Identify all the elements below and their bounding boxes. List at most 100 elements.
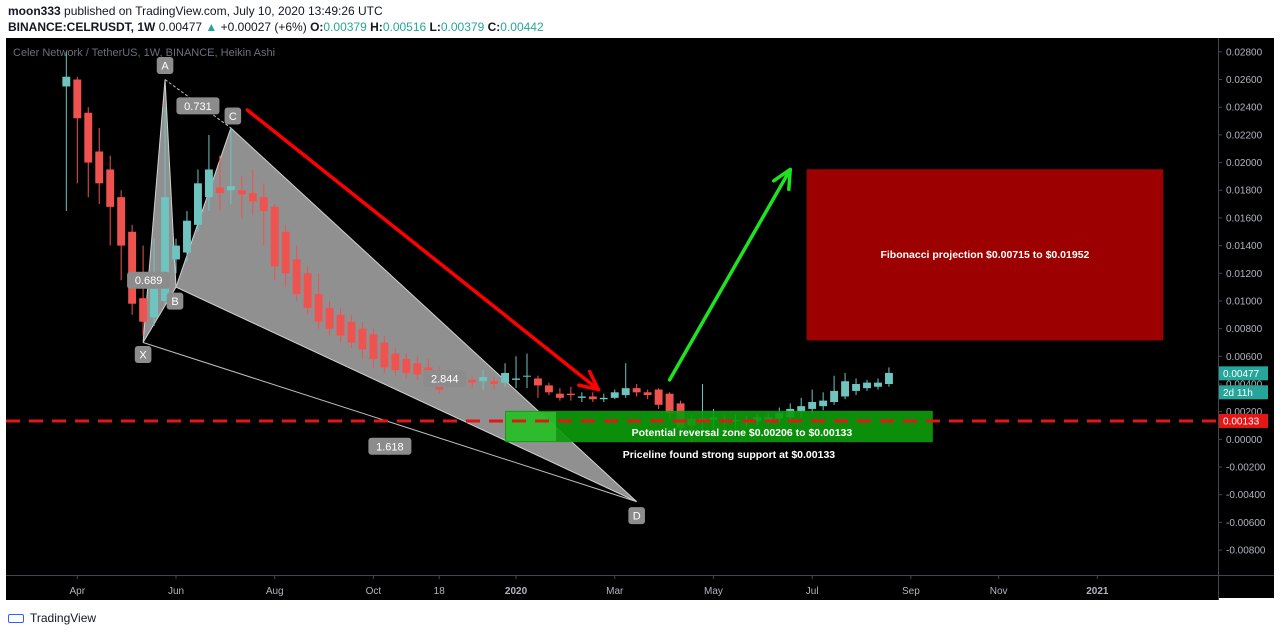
up-arrow-shaft	[667, 167, 792, 382]
y-tick-label: 0.02400	[1226, 103, 1263, 114]
candle-body	[358, 328, 367, 350]
ratio-label: 2.844	[431, 373, 459, 385]
arrows-layer	[245, 108, 792, 392]
ratio-label: 0.731	[184, 101, 212, 113]
chart-title: Celer Network / TetherUS, 1W, BINANCE, H…	[13, 47, 275, 59]
y-tick-label: 0.01600	[1226, 213, 1263, 224]
candle-body	[544, 385, 553, 393]
candle-body	[632, 388, 641, 393]
brand-name: TradingView	[30, 611, 97, 625]
symbol-line: BINANCE:CELRUSDT, 1W 0.00477 ▲ +0.00027 …	[8, 20, 544, 34]
fib-projection-box	[806, 169, 1164, 341]
candle-body	[402, 359, 411, 373]
y-tick-label: 0.00200	[1226, 407, 1263, 418]
candle-body	[73, 79, 82, 119]
last-price: 0.00477	[158, 20, 203, 34]
price-tag-box	[1219, 413, 1268, 428]
y-tick-label: 0.00400	[1226, 380, 1263, 391]
x-tick-label: Sep	[902, 586, 920, 597]
candle-body	[391, 353, 400, 371]
point-label-a: A	[161, 61, 169, 73]
candle-body	[347, 321, 356, 343]
point-label-c: C	[229, 111, 237, 123]
candle-body	[139, 298, 148, 322]
candle-body	[270, 206, 279, 267]
x-tick-label: 2020	[505, 586, 528, 597]
candle-body	[555, 393, 564, 398]
price-tag-box	[1219, 385, 1268, 400]
point-label-b-box	[166, 292, 184, 310]
candle-body	[599, 397, 608, 400]
candle-body	[512, 378, 520, 380]
candle-body	[95, 151, 104, 184]
x-tick-label: May	[704, 586, 723, 597]
candle-body	[215, 187, 224, 194]
candle-body	[226, 186, 235, 191]
candle-body	[501, 372, 510, 383]
high-value: 0.00516	[382, 20, 427, 34]
candle-body	[479, 377, 488, 382]
tradingview-logo-icon	[8, 612, 26, 624]
y-tick-label: 0.00000	[1226, 435, 1263, 446]
candle-body	[369, 334, 378, 360]
time-axis-background	[6, 576, 1218, 600]
x-tick-label: 2021	[1086, 586, 1109, 597]
close-label: C:	[487, 20, 501, 34]
ratio-label: 0.689	[135, 275, 163, 287]
author-name[interactable]: moon333	[8, 4, 61, 18]
x-tick-label: Jun	[168, 586, 184, 597]
candle-body	[852, 384, 860, 391]
close-value: 0.00442	[500, 20, 544, 34]
reversal-zone-highlight	[506, 411, 557, 442]
price-change: +0.00027 (+6%)	[220, 20, 307, 34]
xd-line	[142, 342, 637, 503]
reversal-zone-label: Potential reversal zone $0.00206 to $0.0…	[632, 427, 853, 439]
ratio-label-box	[127, 271, 171, 289]
low-value: 0.00379	[440, 20, 485, 34]
candle-body	[588, 396, 597, 400]
footer-brand[interactable]: TradingView	[8, 611, 96, 625]
candle-body	[172, 245, 180, 260]
x-tick-label: Apr	[70, 586, 86, 597]
high-label: H:	[370, 20, 383, 34]
publish-line: moon333 published on TradingView.com, Ju…	[8, 4, 383, 18]
x-tick-label: Mar	[606, 586, 624, 597]
price-tag-box	[1219, 366, 1268, 381]
y-tick-label: -0.00400	[1226, 490, 1266, 501]
price-chart[interactable]: Celer Network / TetherUS, 1W, BINANCE, H…	[0, 38, 1280, 603]
candle-body	[128, 231, 137, 304]
price-tag-label: 2d 11h	[1223, 388, 1253, 399]
bcd-triangle	[175, 127, 638, 503]
candle-body	[62, 76, 71, 87]
candle-body	[566, 393, 575, 396]
y-tick-label: 0.01000	[1226, 296, 1263, 307]
candle-body	[84, 112, 93, 163]
candle-body	[314, 294, 323, 322]
open-label: O:	[310, 20, 324, 34]
price-labels: 0.00477 2d 11h 0.00133	[1219, 366, 1268, 428]
reversal-zone-box	[505, 410, 933, 443]
point-label-x-box	[134, 345, 152, 363]
candle-body	[490, 381, 499, 385]
candle-body	[183, 220, 191, 253]
x-tick-label: 18	[434, 586, 446, 597]
price-axis-background	[1219, 38, 1274, 598]
candle-body	[380, 342, 389, 368]
up-arrow-head	[771, 167, 792, 192]
candle-body	[193, 183, 202, 225]
y-tick-label: 0.00800	[1226, 324, 1263, 335]
candle-body	[830, 390, 839, 402]
point-label-x: X	[139, 349, 147, 361]
candle-body	[150, 280, 159, 318]
candle-body	[303, 273, 312, 308]
candle-body	[237, 190, 246, 195]
fib-projection-label: Fibonacci projection $0.00715 to $0.0195…	[880, 249, 1089, 261]
time-axis: Apr Jun Aug Oct 18 2020 Mar May Jul Sep Nov 2021	[70, 575, 1109, 597]
symbol-interval: BINANCE:CELRUSDT, 1W	[8, 20, 156, 34]
pattern-labels: X A B C D 0.731 0.689 2.844 1.618	[127, 57, 645, 525]
y-tick-label: 0.02800	[1226, 47, 1263, 58]
y-tick-label: 0.02600	[1226, 75, 1263, 86]
y-tick-label: 0.00600	[1226, 352, 1263, 363]
y-tick-label: -0.00600	[1226, 518, 1266, 529]
open-value: 0.00379	[323, 20, 367, 34]
